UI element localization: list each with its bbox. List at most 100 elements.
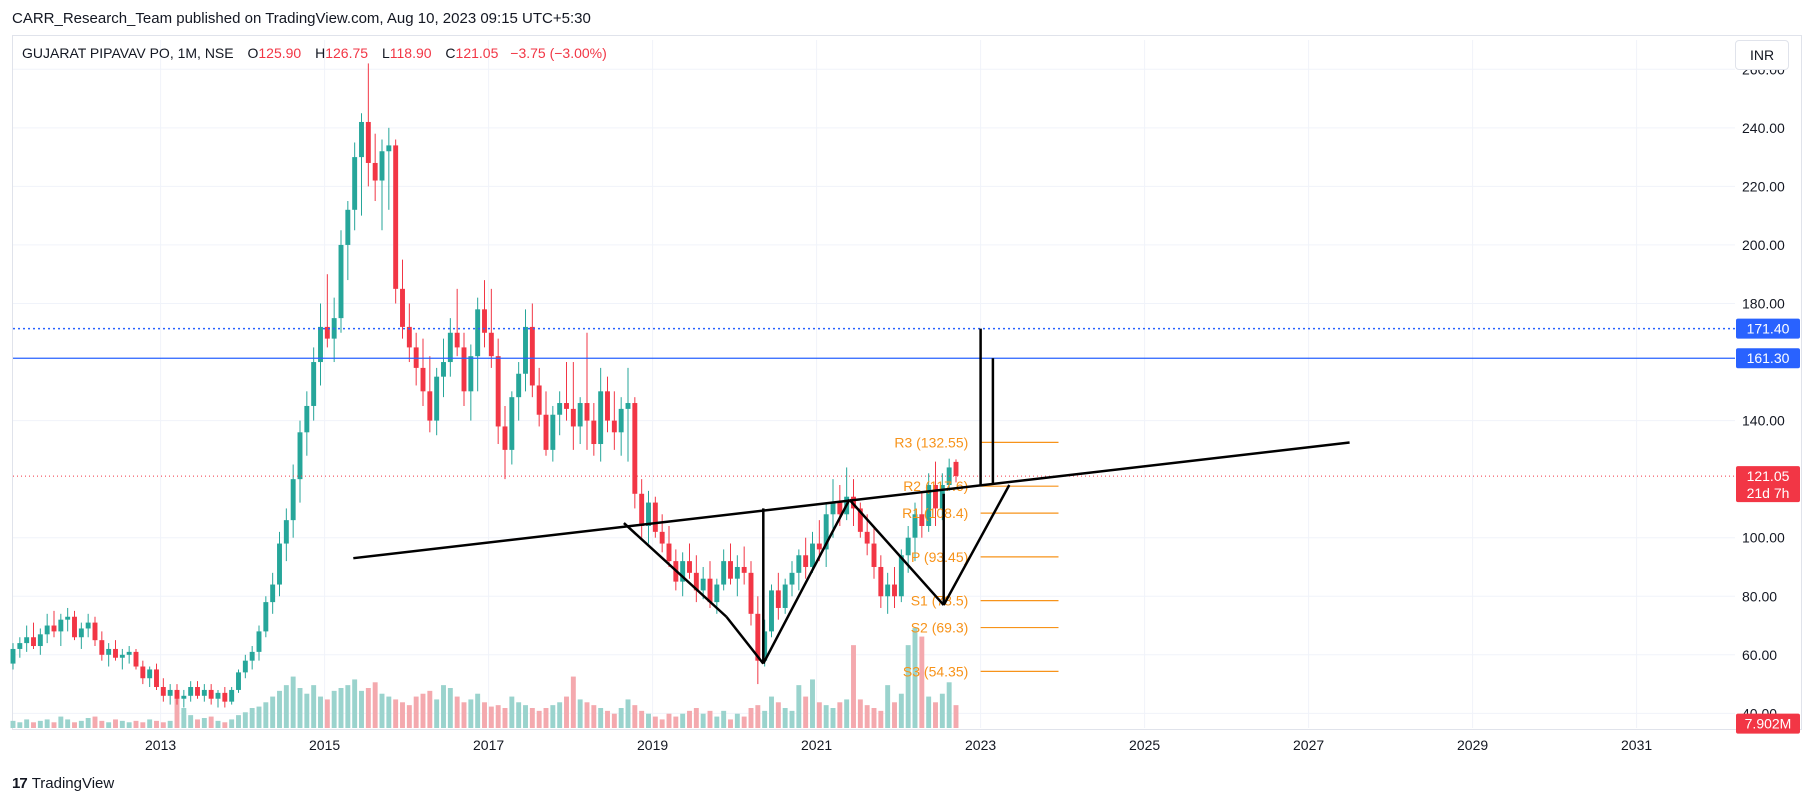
candle-body: [564, 403, 569, 409]
volume-bar: [482, 702, 487, 728]
pivot-label: R2 (117.6): [903, 478, 968, 494]
candle-body: [734, 566, 740, 579]
volume-bar: [885, 685, 891, 728]
volume-bar: [871, 708, 877, 728]
volume-bar: [495, 705, 501, 728]
candle-body: [885, 584, 891, 597]
volume-bar: [857, 699, 863, 728]
volume-bar: [605, 710, 610, 728]
volume-bar: [119, 720, 125, 728]
tradingview-logo-icon: 17: [12, 775, 28, 792]
volume-bar: [304, 693, 310, 728]
volume-bar: [215, 720, 221, 728]
price-chart[interactable]: R3 (132.55) R2 (117.6) R1 (108.4) P (93.45)…: [0, 0, 1815, 770]
candle-body: [345, 209, 351, 245]
price-tick-label: 80.00: [1742, 588, 1777, 604]
candle-body: [359, 121, 364, 158]
volume-bar: [803, 696, 809, 728]
candle-body: [625, 403, 631, 409]
volume-bar: [919, 636, 925, 728]
candle-body: [769, 590, 774, 632]
candle-body: [529, 326, 535, 386]
volume-bar: [242, 712, 248, 728]
volume-bar: [99, 720, 105, 728]
volume-bar: [51, 722, 57, 728]
last-price-badge-countdown: 21d 7h: [1747, 485, 1790, 501]
volume-bar: [386, 696, 392, 728]
candle-body: [44, 625, 50, 635]
candle-body: [297, 432, 303, 480]
candle-body: [488, 332, 494, 357]
volume-bar: [488, 706, 494, 728]
candle-body: [400, 288, 405, 327]
volume-bar: [673, 716, 679, 728]
volume-bar: [352, 679, 358, 728]
volume-bar: [195, 719, 200, 728]
volume-bar: [229, 719, 235, 728]
volume-bar: [338, 688, 344, 728]
volume-bar: [126, 722, 132, 728]
volume-bar: [844, 699, 850, 728]
volume-bar: [721, 710, 727, 728]
candle-body: [58, 619, 64, 632]
volume-bar: [283, 685, 289, 728]
candle-body: [31, 637, 36, 647]
grid-lines: [13, 40, 1735, 728]
symbol-name[interactable]: GUJARAT PIPAVAV PO, 1M, NSE: [22, 45, 234, 61]
change-value: −3.75 (−3.00%): [510, 45, 607, 61]
candle-body: [10, 648, 16, 664]
currency-button[interactable]: INR: [1735, 40, 1789, 70]
volume-bar: [154, 720, 159, 728]
low-value: 118.90: [389, 45, 432, 61]
candle-body: [919, 514, 925, 526]
volume-bar: [208, 716, 214, 728]
volume-bar: [147, 719, 153, 728]
candle-body: [659, 531, 665, 544]
volume-bar: [577, 699, 583, 728]
volume-bar: [441, 685, 446, 728]
volume-bar: [24, 719, 30, 728]
volume-bar: [536, 710, 542, 728]
volume-bar: [700, 713, 706, 728]
pivot-label: P (93.45): [911, 549, 968, 565]
pivot-label: S3 (54.35): [903, 663, 968, 679]
pattern-line: [725, 615, 765, 665]
candle-body: [393, 145, 399, 289]
candle-body: [687, 561, 692, 573]
pivot-label: R3 (132.55): [894, 434, 968, 450]
volume-bar: [379, 693, 385, 728]
volume-bar: [796, 685, 802, 728]
candle-body: [912, 514, 918, 538]
symbol-legend[interactable]: GUJARAT PIPAVAV PO, 1M, NSE O125.90 H126…: [22, 45, 607, 61]
volume-bar: [188, 715, 194, 728]
volume-bar: [830, 708, 836, 728]
candle-body: [270, 584, 276, 603]
candle-body: [324, 326, 330, 339]
candle-body: [51, 625, 57, 632]
candle-body: [584, 403, 590, 421]
candle-body: [283, 520, 289, 544]
candle-body: [126, 651, 132, 655]
pivot-label: R1 (108.4): [902, 505, 968, 521]
volume-bar: [454, 696, 460, 728]
volume-bar: [270, 696, 276, 728]
candle-body: [311, 362, 317, 406]
volume-bar: [618, 708, 624, 728]
candle-body: [775, 590, 781, 608]
candle-body: [618, 408, 624, 433]
volume-bar: [823, 705, 829, 728]
volume-bar: [434, 699, 440, 728]
time-tick-label: 2015: [309, 737, 340, 753]
candle-body: [249, 651, 255, 661]
candle-body: [796, 555, 802, 573]
level-badge-161: 161.30: [1747, 350, 1790, 366]
candle-body: [482, 309, 487, 333]
candle-body: [379, 151, 385, 181]
candle-body: [741, 566, 747, 573]
volume-bar: [236, 715, 241, 728]
high-label: H: [315, 45, 326, 61]
volume-bar: [44, 719, 50, 728]
candle-body: [277, 543, 282, 585]
brand-name[interactable]: TradingView: [31, 775, 115, 792]
volume-bar: [564, 696, 569, 728]
